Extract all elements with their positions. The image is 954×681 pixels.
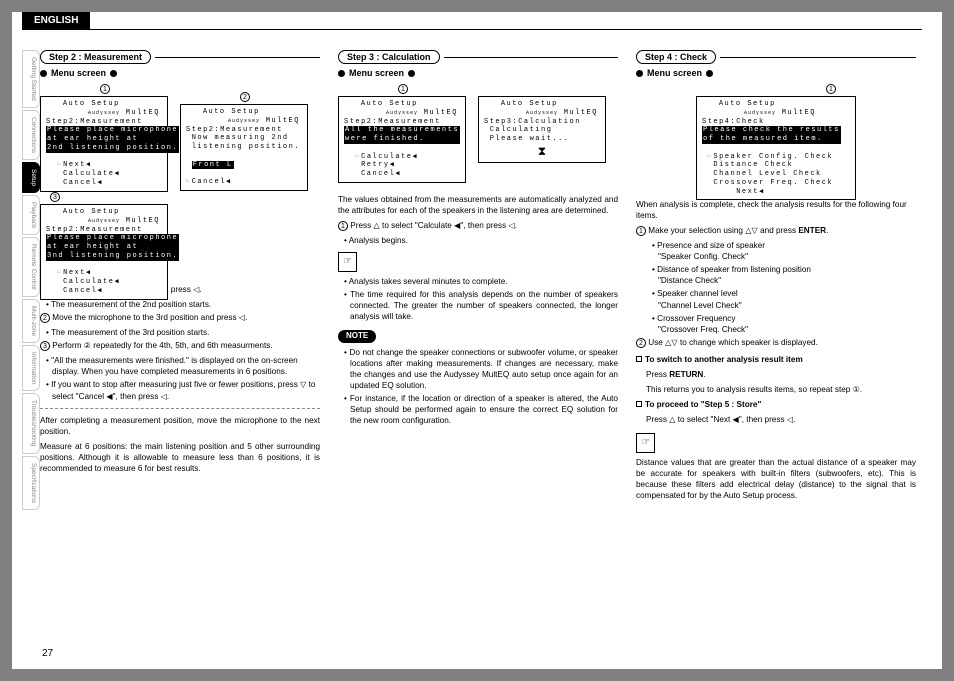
tab-setup[interactable]: Setup (22, 162, 40, 193)
marker-1: 1 (398, 84, 408, 94)
dot-icon (40, 70, 47, 77)
header-rule (22, 29, 922, 30)
dot-icon (636, 70, 643, 77)
step4-body: When analysis is complete, check the ana… (636, 199, 916, 501)
step2-body: 1 Press △ to select "Next ◀", then press… (40, 284, 320, 474)
step2-title: Step 2 : Measurement (40, 50, 151, 64)
side-tabs: Getting Started Connections Setup Playba… (22, 50, 40, 659)
dot-icon (338, 70, 345, 77)
square-bullet-icon (636, 356, 642, 362)
tab-playback[interactable]: Playback (22, 195, 40, 235)
tab-troubleshooting[interactable]: Troubleshooting (22, 393, 40, 453)
marker-2: 2 (240, 92, 250, 102)
menu-screen-label: Menu screen (40, 68, 320, 78)
osd-screen-3: Auto Setup Audyssey MultEQ Step2:Measure… (40, 204, 168, 300)
col-step4: Step 4 : Check Menu screen 1 Auto Setup … (636, 50, 916, 659)
hand-icon: ☞ (338, 252, 357, 272)
col-step2: Step 2 : Measurement Menu screen 1 Auto … (40, 50, 320, 659)
hourglass-icon: ⧗ (484, 144, 600, 159)
page-number: 27 (42, 648, 53, 659)
osd-screen-2: Auto Setup Audyssey MultEQ Step3:Calcula… (478, 96, 606, 163)
step3-title: Step 3 : Calculation (338, 50, 440, 64)
step3-body: The values obtained from the measurement… (338, 194, 618, 426)
tab-remote[interactable]: Remote Control (22, 237, 40, 297)
menu-screen-label: Menu screen (338, 68, 618, 78)
osd-screen-1: Auto Setup Audyssey MultEQ Step2:Measure… (40, 96, 168, 192)
tab-specifications[interactable]: Specifications (22, 456, 40, 510)
language-tab: ENGLISH (22, 12, 90, 29)
osd-screen-2: Auto Setup Audyssey MultEQ Step2:Measure… (180, 104, 308, 191)
dot-icon (110, 70, 117, 77)
square-bullet-icon (636, 401, 642, 407)
menu-screen-label: Menu screen (636, 68, 916, 78)
dot-icon (706, 70, 713, 77)
osd-screen-1: Auto Setup Audyssey MultEQ Step4:Check P… (696, 96, 856, 200)
page: ENGLISH Getting Started Connections Setu… (12, 12, 942, 669)
content: Step 2 : Measurement Menu screen 1 Auto … (40, 50, 922, 659)
marker-1: 1 (826, 84, 836, 94)
tab-information[interactable]: Information (22, 345, 40, 392)
dot-icon (408, 70, 415, 77)
tab-multizone[interactable]: Multi-zone (22, 299, 40, 343)
marker-3: 3 (50, 192, 60, 202)
tab-connections[interactable]: Connections (22, 110, 40, 160)
hand-icon: ☞ (636, 433, 655, 453)
marker-1: 1 (100, 84, 110, 94)
tab-getting-started[interactable]: Getting Started (22, 50, 40, 108)
col-step3: Step 3 : Calculation Menu screen 1 Auto … (338, 50, 618, 659)
note-label: NOTE (338, 330, 376, 343)
osd-screen-1: Auto Setup Audyssey MultEQ Step2:Measure… (338, 96, 466, 183)
step4-title: Step 4 : Check (636, 50, 716, 64)
